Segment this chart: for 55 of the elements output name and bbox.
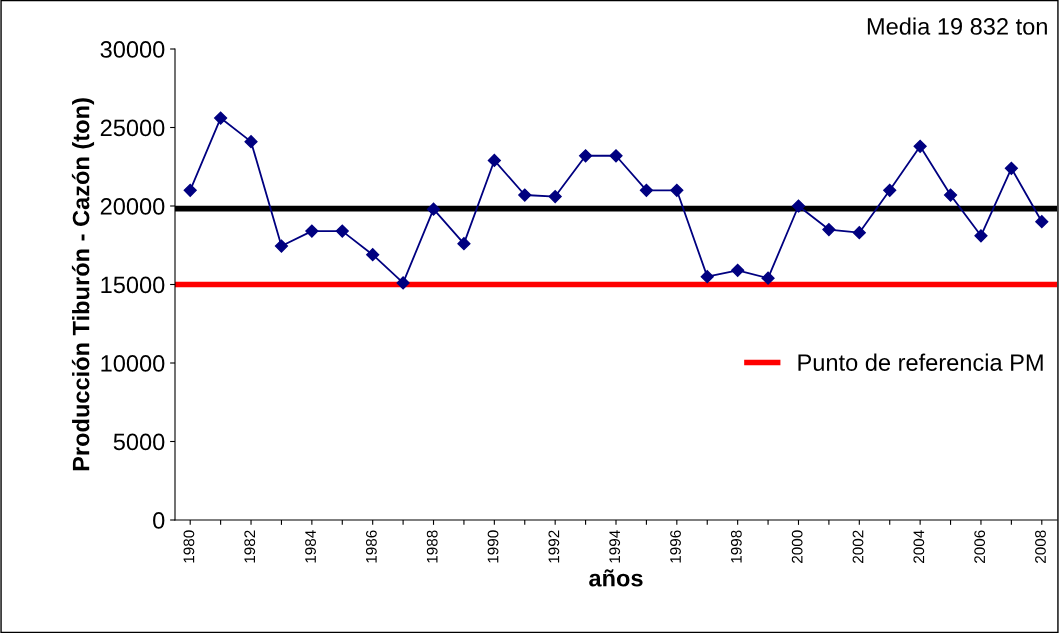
point [426,202,441,216]
point [366,248,380,262]
x-tick-label: 1994 [609,530,621,563]
y-tick-label: 20000 [100,198,165,215]
x-tick-label: 1998 [730,530,742,563]
point [1004,161,1018,175]
y-tick-label: 30000 [100,41,165,58]
x-tick-label: 1984 [305,530,316,563]
point [274,239,289,253]
point [244,135,258,149]
point [822,222,836,237]
y-tick-label: 15000 [101,276,165,294]
y-tick-label: 25000 [100,119,165,137]
text: Media 19 832 ton [867,17,1047,35]
point [700,270,714,284]
point [974,229,988,243]
x-tick-label: 1986 [365,530,377,563]
point [731,263,745,277]
point [609,149,623,163]
x-tick-label: 2008 [1035,530,1046,563]
x-tick-label: 2000 [791,530,803,563]
point [913,139,927,153]
x-tick-label: 2006 [974,530,986,563]
x-tick-label: 1980 [183,530,195,563]
y-tick-label: 0 [153,512,165,529]
point [183,183,197,197]
point [305,224,319,238]
point [578,149,593,163]
point [761,271,775,285]
point [487,153,501,168]
x-tick-label: 1982 [244,530,256,563]
point [670,183,684,197]
legend-label: Punto de referencia PM [798,353,1043,371]
point [518,188,532,202]
x-tick-label: 2002 [852,530,864,563]
point [457,237,471,251]
point [214,111,228,125]
x-tick-label: 2004 [913,530,925,563]
y-axis-title: Producción Tiburón - Cazón (ton) [71,98,95,471]
point [852,226,866,240]
x-tick-label: 1992 [548,530,560,563]
point [335,224,349,238]
point [791,199,806,213]
point [943,188,958,202]
x-tick-label: 1996 [670,530,681,563]
point [396,276,410,290]
x-tick-label: 1990 [487,530,499,563]
x-axis-title: años [589,569,643,587]
point [639,183,654,197]
y-tick-label: 10000 [101,355,165,372]
point [1035,215,1049,229]
x-tick-label: 1988 [426,530,438,563]
point [548,189,562,204]
point [883,183,897,197]
y-tick-label: 5000 [113,433,165,451]
